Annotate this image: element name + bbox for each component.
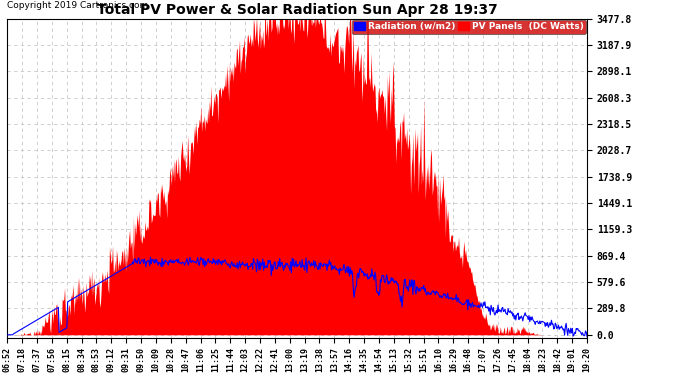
Text: Copyright 2019 Cartronics.com: Copyright 2019 Cartronics.com [8,1,148,10]
Legend: Radiation (w/m2), PV Panels  (DC Watts): Radiation (w/m2), PV Panels (DC Watts) [352,20,586,34]
Title: Total PV Power & Solar Radiation Sun Apr 28 19:37: Total PV Power & Solar Radiation Sun Apr… [97,3,497,18]
